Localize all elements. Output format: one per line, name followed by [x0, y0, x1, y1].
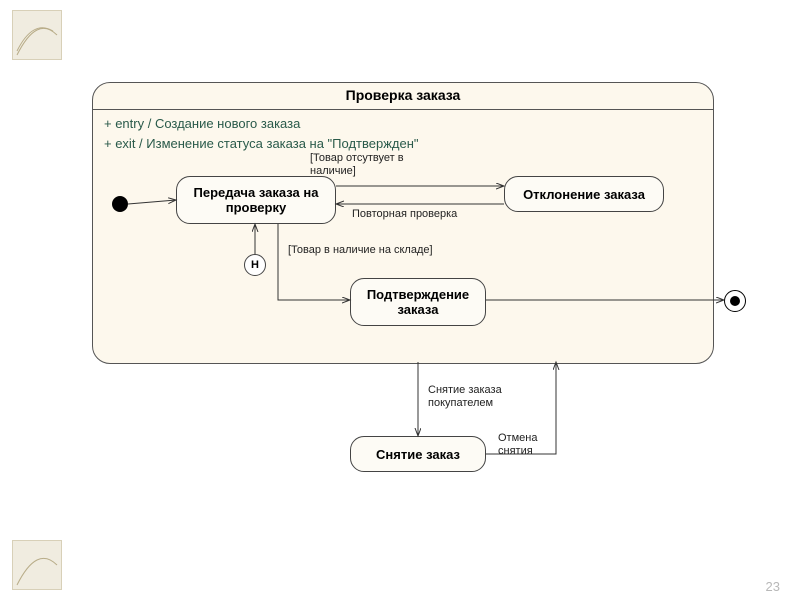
composite-state-title: Проверка заказа: [93, 87, 713, 103]
state-cancel-order: Снятие заказ: [350, 436, 486, 472]
final-state-node: [724, 290, 746, 312]
edge-label-e2: [Товар отсутвует вналичие]: [310, 152, 404, 178]
edge-label-e4: [Товар в наличие на складе]: [288, 244, 433, 257]
edge-label-e8: Отменаснятия: [498, 432, 537, 458]
edge-label-e7: Снятие заказапокупателем: [428, 384, 502, 410]
state-reject-order: Отклонение заказа: [504, 176, 664, 212]
state-transfer-order: Передача заказа напроверку: [176, 176, 336, 224]
slide-decoration-top: [12, 10, 62, 60]
edge-label-e3: Повторная проверка: [352, 208, 457, 221]
state-confirm-order: Подтверждениезаказа: [350, 278, 486, 326]
slide-number: 23: [766, 579, 780, 594]
exit-action-line: + exit / Изменение статуса заказа на "По…: [104, 136, 419, 151]
slide-decoration-bottom: [12, 540, 62, 590]
composite-state-divider: [93, 109, 713, 110]
history-state-node: H: [244, 254, 266, 276]
entry-action-line: + entry / Создание нового заказа: [104, 116, 300, 131]
initial-state-node: [112, 196, 128, 212]
